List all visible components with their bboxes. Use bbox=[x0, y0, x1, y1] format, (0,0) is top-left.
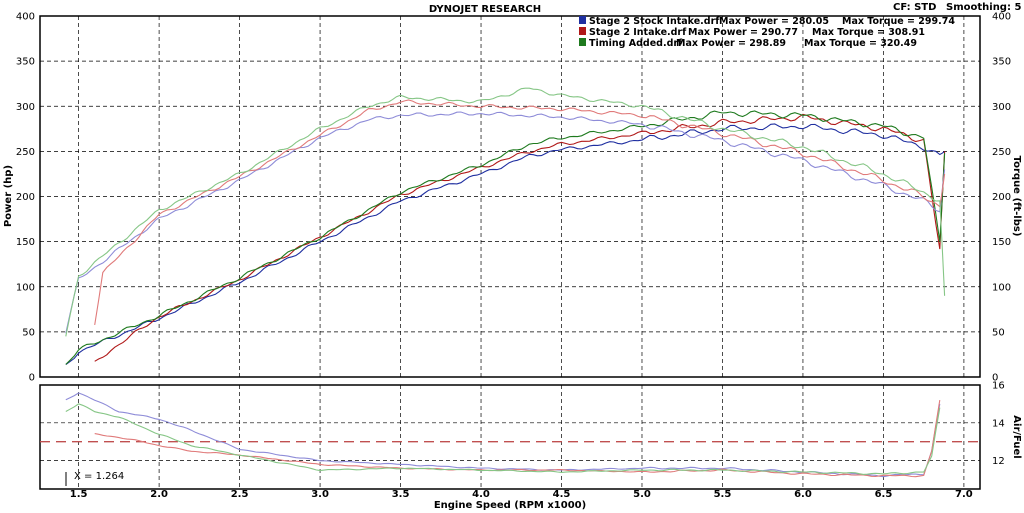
y-tick-label-power: 350 bbox=[16, 57, 35, 68]
legend-file-2: Stage 2 Intake.drf bbox=[589, 27, 687, 38]
x-tick-label: 7.0 bbox=[955, 489, 973, 500]
y-tick-label-power: 0 bbox=[29, 373, 35, 384]
y-tick-label-power: 250 bbox=[16, 147, 35, 158]
afr-series bbox=[65, 392, 941, 478]
y-axis-label-torque: Torque (ft-lbs) bbox=[1011, 156, 1022, 237]
y-tick-label-power: 50 bbox=[22, 327, 35, 338]
x-axis-label: Engine Speed (RPM x1000) bbox=[434, 500, 586, 511]
x-tick-label: 5.0 bbox=[633, 489, 651, 500]
series-torque-line-2 bbox=[94, 99, 946, 325]
afr-plot-grid bbox=[40, 385, 980, 489]
series-afr-line-3 bbox=[65, 403, 941, 475]
legend-file-1: Stage 2 Stock Intake.drf bbox=[589, 16, 720, 27]
legend-max-power-2: Max Power = 290.77 bbox=[688, 27, 798, 38]
y-axis-label-power: Power (hp) bbox=[3, 165, 14, 227]
series-power-line-1 bbox=[65, 123, 945, 366]
y-tick-label-torque: 50 bbox=[992, 327, 1005, 338]
cf-label: CF: STD bbox=[893, 2, 936, 13]
y-tick-label-torque: 350 bbox=[992, 57, 1011, 68]
legend-max-torque-3: Max Torque = 320.49 bbox=[804, 38, 917, 49]
power-plot-ticks: 0 50 100 150 200 250 300 350 400 0 50 100 150 200 250 3… bbox=[16, 12, 1011, 501]
legend: Stage 2 Stock Intake.drf Max Power = 280… bbox=[579, 16, 955, 49]
legend-swatch-1 bbox=[579, 16, 586, 24]
y-tick-label-power: 150 bbox=[16, 237, 35, 248]
x-tick-label: 6.0 bbox=[794, 489, 812, 500]
x-tick-label: 2.5 bbox=[231, 489, 249, 500]
y-tick-label-torque: 250 bbox=[992, 147, 1011, 158]
legend-max-torque-1: Max Torque = 299.74 bbox=[842, 16, 955, 27]
y-tick-label-torque: 300 bbox=[992, 102, 1011, 113]
power-plot-grid bbox=[40, 16, 980, 377]
series-torque-line-1 bbox=[65, 111, 946, 334]
legend-swatch-3 bbox=[579, 38, 586, 46]
x-tick-label: 3.5 bbox=[392, 489, 410, 500]
chart-title: DYNOJET RESEARCH bbox=[429, 4, 541, 15]
y-axis-label-afr: Air/Fuel bbox=[1011, 415, 1022, 458]
legend-max-power-3: Max Power = 298.89 bbox=[676, 38, 786, 49]
y-tick-label-power: 300 bbox=[16, 102, 35, 113]
power-torque-series bbox=[65, 87, 946, 366]
y-tick-label-torque: 0 bbox=[992, 373, 998, 384]
y-tick-label-power: 100 bbox=[16, 282, 35, 293]
legend-file-3: Timing Added.drf bbox=[589, 38, 683, 49]
y-tick-label-torque: 200 bbox=[992, 192, 1011, 203]
x-tick-label: 4.0 bbox=[472, 489, 490, 500]
y-tick-label-afr: 14 bbox=[992, 418, 1005, 429]
y-tick-label-torque: 400 bbox=[992, 12, 1011, 23]
y-tick-label-torque: 150 bbox=[992, 237, 1011, 248]
x-tick-label: 1.5 bbox=[70, 489, 88, 500]
smoothing-label: Smoothing: 5 bbox=[946, 2, 1021, 13]
y-tick-label-torque: 100 bbox=[992, 282, 1011, 293]
afr-plot-ticks: 12 14 16 bbox=[992, 381, 1005, 468]
y-tick-label-power: 200 bbox=[16, 192, 35, 203]
legend-swatch-2 bbox=[579, 27, 586, 35]
y-tick-label-afr: 16 bbox=[992, 381, 1005, 392]
x-tick-label: 3.0 bbox=[311, 489, 329, 500]
series-power-line-3 bbox=[65, 110, 946, 365]
series-torque-line-3 bbox=[65, 87, 946, 337]
legend-max-torque-2: Max Torque = 308.91 bbox=[812, 27, 925, 38]
x-tick-label: 4.5 bbox=[553, 489, 571, 500]
cursor-readout: X = 1.264 bbox=[74, 471, 124, 482]
x-tick-label: 5.5 bbox=[714, 489, 732, 500]
y-tick-label-afr: 12 bbox=[992, 456, 1005, 467]
x-tick-label: 2.0 bbox=[150, 489, 168, 500]
x-tick-label: 6.5 bbox=[875, 489, 893, 500]
afr-plot-frame bbox=[39, 384, 981, 490]
legend-max-power-1: Max Power = 280.05 bbox=[719, 16, 829, 27]
y-tick-label-power: 400 bbox=[16, 12, 35, 23]
